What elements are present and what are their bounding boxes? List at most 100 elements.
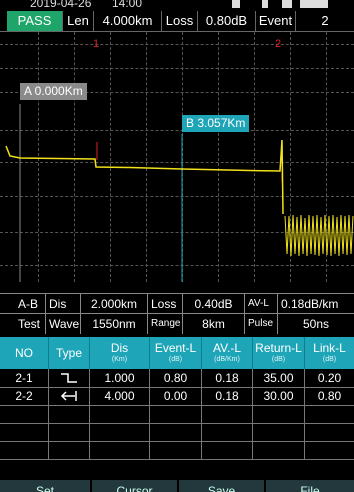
table-row[interactable]	[0, 405, 354, 424]
status-time: 14:00	[112, 0, 143, 10]
empty-cell	[305, 423, 354, 441]
sd-card-icon	[282, 0, 292, 8]
empty-cell	[90, 405, 150, 423]
params-row-test: Test Wave 1550nm Range 8km Pulse 50ns	[0, 313, 354, 334]
event-marker-1: 1	[93, 38, 100, 50]
empty-cell	[253, 405, 305, 423]
row-link-loss: 0.80	[317, 389, 342, 403]
empty-cell	[90, 423, 150, 441]
grid-line	[110, 32, 111, 282]
param-wave-value: 1550nm	[81, 314, 148, 334]
events-table-header: NO Type Dis (Km) Event-L (dB) AV.-L (dB/Km)…	[0, 337, 354, 369]
empty-cell	[0, 423, 49, 441]
col-av-loss-header: AV.-L (dB/Km)	[202, 337, 253, 369]
empty-cell	[150, 441, 202, 459]
empty-cell	[0, 405, 49, 423]
grid-line	[0, 232, 354, 233]
grid-line	[74, 32, 75, 282]
result-badge: PASS	[7, 11, 63, 31]
col-event-loss-header: Event-L (dB)	[150, 337, 202, 369]
params-row-ab: A-B Dis 2.000km Loss 0.40dB AV-L 0.18dB/…	[0, 293, 354, 314]
param-dis-label: Dis	[46, 294, 81, 314]
empty-cell	[202, 441, 253, 459]
row-av-loss: 0.18	[202, 369, 253, 387]
loss-value: 0.80dB	[198, 11, 256, 31]
grid-line	[254, 32, 255, 282]
grid-line	[0, 68, 354, 69]
col-no-header: NO	[0, 337, 49, 369]
grid-line	[290, 32, 291, 282]
cursor-b-label[interactable]: B 3.057Km	[182, 115, 250, 132]
row-return-loss: 35.00	[253, 369, 305, 387]
empty-cell	[202, 405, 253, 423]
row-dis: 1.000	[90, 369, 150, 387]
grid-line	[0, 92, 354, 93]
end-icon	[49, 387, 90, 405]
loss-label: Loss	[162, 11, 198, 31]
empty-cell	[305, 405, 354, 423]
empty-cell	[253, 423, 305, 441]
param-range-label: Range	[148, 314, 183, 334]
notification-icon	[232, 0, 240, 8]
status-date: 2019-04-26	[30, 0, 92, 10]
row-av-loss: 0.18	[202, 387, 253, 405]
row-return-loss: 30.00	[253, 387, 305, 405]
param-loss-value: 0.40dB	[183, 294, 245, 314]
row-event-loss: 0.00	[150, 387, 202, 405]
param-loss-label: Loss	[148, 294, 183, 314]
trace-line	[5, 139, 284, 215]
status-bar: 2019-04-26 14:00	[0, 0, 354, 10]
empty-cell	[49, 441, 90, 459]
col-link-loss-header: Link-L (dB)	[313, 341, 346, 363]
param-ab-label: A-B	[15, 294, 46, 314]
empty-cell	[305, 441, 354, 459]
param-range-value: 8km	[183, 314, 245, 334]
cursor-button[interactable]: Cursor	[92, 480, 179, 492]
noise-floor	[284, 214, 354, 257]
file-button[interactable]: File	[266, 480, 354, 492]
set-button[interactable]: Set	[0, 480, 92, 492]
event-marker-2: 2	[275, 38, 282, 50]
summary-bar: PASS Len 4.000km Loss 0.80dB Event 2	[0, 11, 354, 32]
empty-cell	[202, 423, 253, 441]
row-no: 2-2	[0, 387, 49, 405]
otdr-trace-area[interactable]: 1 2 A 0.000Km B 3.057Km	[0, 32, 354, 282]
event-count: 2	[321, 13, 329, 28]
row-dis: 4.000	[90, 387, 150, 405]
length-label: Len	[63, 11, 94, 31]
param-test-label: Test	[15, 314, 46, 334]
length-value: 4.000km	[94, 11, 162, 31]
trace-svg	[5, 104, 354, 282]
event-label: Event	[256, 11, 296, 31]
grid-line	[0, 162, 354, 163]
row-event-loss: 0.80	[150, 369, 202, 387]
table-row[interactable]	[0, 441, 354, 460]
splice-icon	[49, 369, 90, 387]
grid-line	[0, 130, 354, 131]
grid-line	[218, 32, 219, 282]
grid-line	[146, 32, 147, 282]
empty-cell	[49, 423, 90, 441]
empty-cell	[49, 405, 90, 423]
empty-cell	[150, 405, 202, 423]
param-wave-label: Wave	[46, 314, 81, 334]
param-pulse-label: Pulse	[245, 314, 278, 334]
param-avl-label: AV-L	[245, 294, 278, 314]
param-dis-value: 2.000km	[81, 294, 148, 314]
grid-line	[326, 32, 327, 282]
measurement-params: A-B Dis 2.000km Loss 0.40dB AV-L 0.18dB/…	[0, 293, 354, 334]
empty-cell	[150, 423, 202, 441]
grid-line	[0, 44, 354, 45]
cursor-a-label[interactable]: A 0.000Km	[20, 83, 87, 100]
usb-icon	[262, 0, 268, 8]
table-row[interactable]: 2-2 4.000 0.00 0.18 30.00 0.80	[0, 387, 354, 406]
param-pulse-value: 50ns	[302, 317, 330, 331]
param-avl-value: 0.18dB/km	[281, 297, 339, 311]
table-row[interactable]	[0, 423, 354, 442]
grid-line	[38, 32, 39, 282]
col-type-header: Type	[49, 337, 90, 369]
table-row[interactable]: 2-1 1.000 0.80 0.18 35.00 0.20	[0, 369, 354, 388]
col-return-loss-header: Return-L (dB)	[253, 337, 305, 369]
save-button[interactable]: Save	[179, 480, 266, 492]
row-no: 2-1	[0, 369, 49, 387]
